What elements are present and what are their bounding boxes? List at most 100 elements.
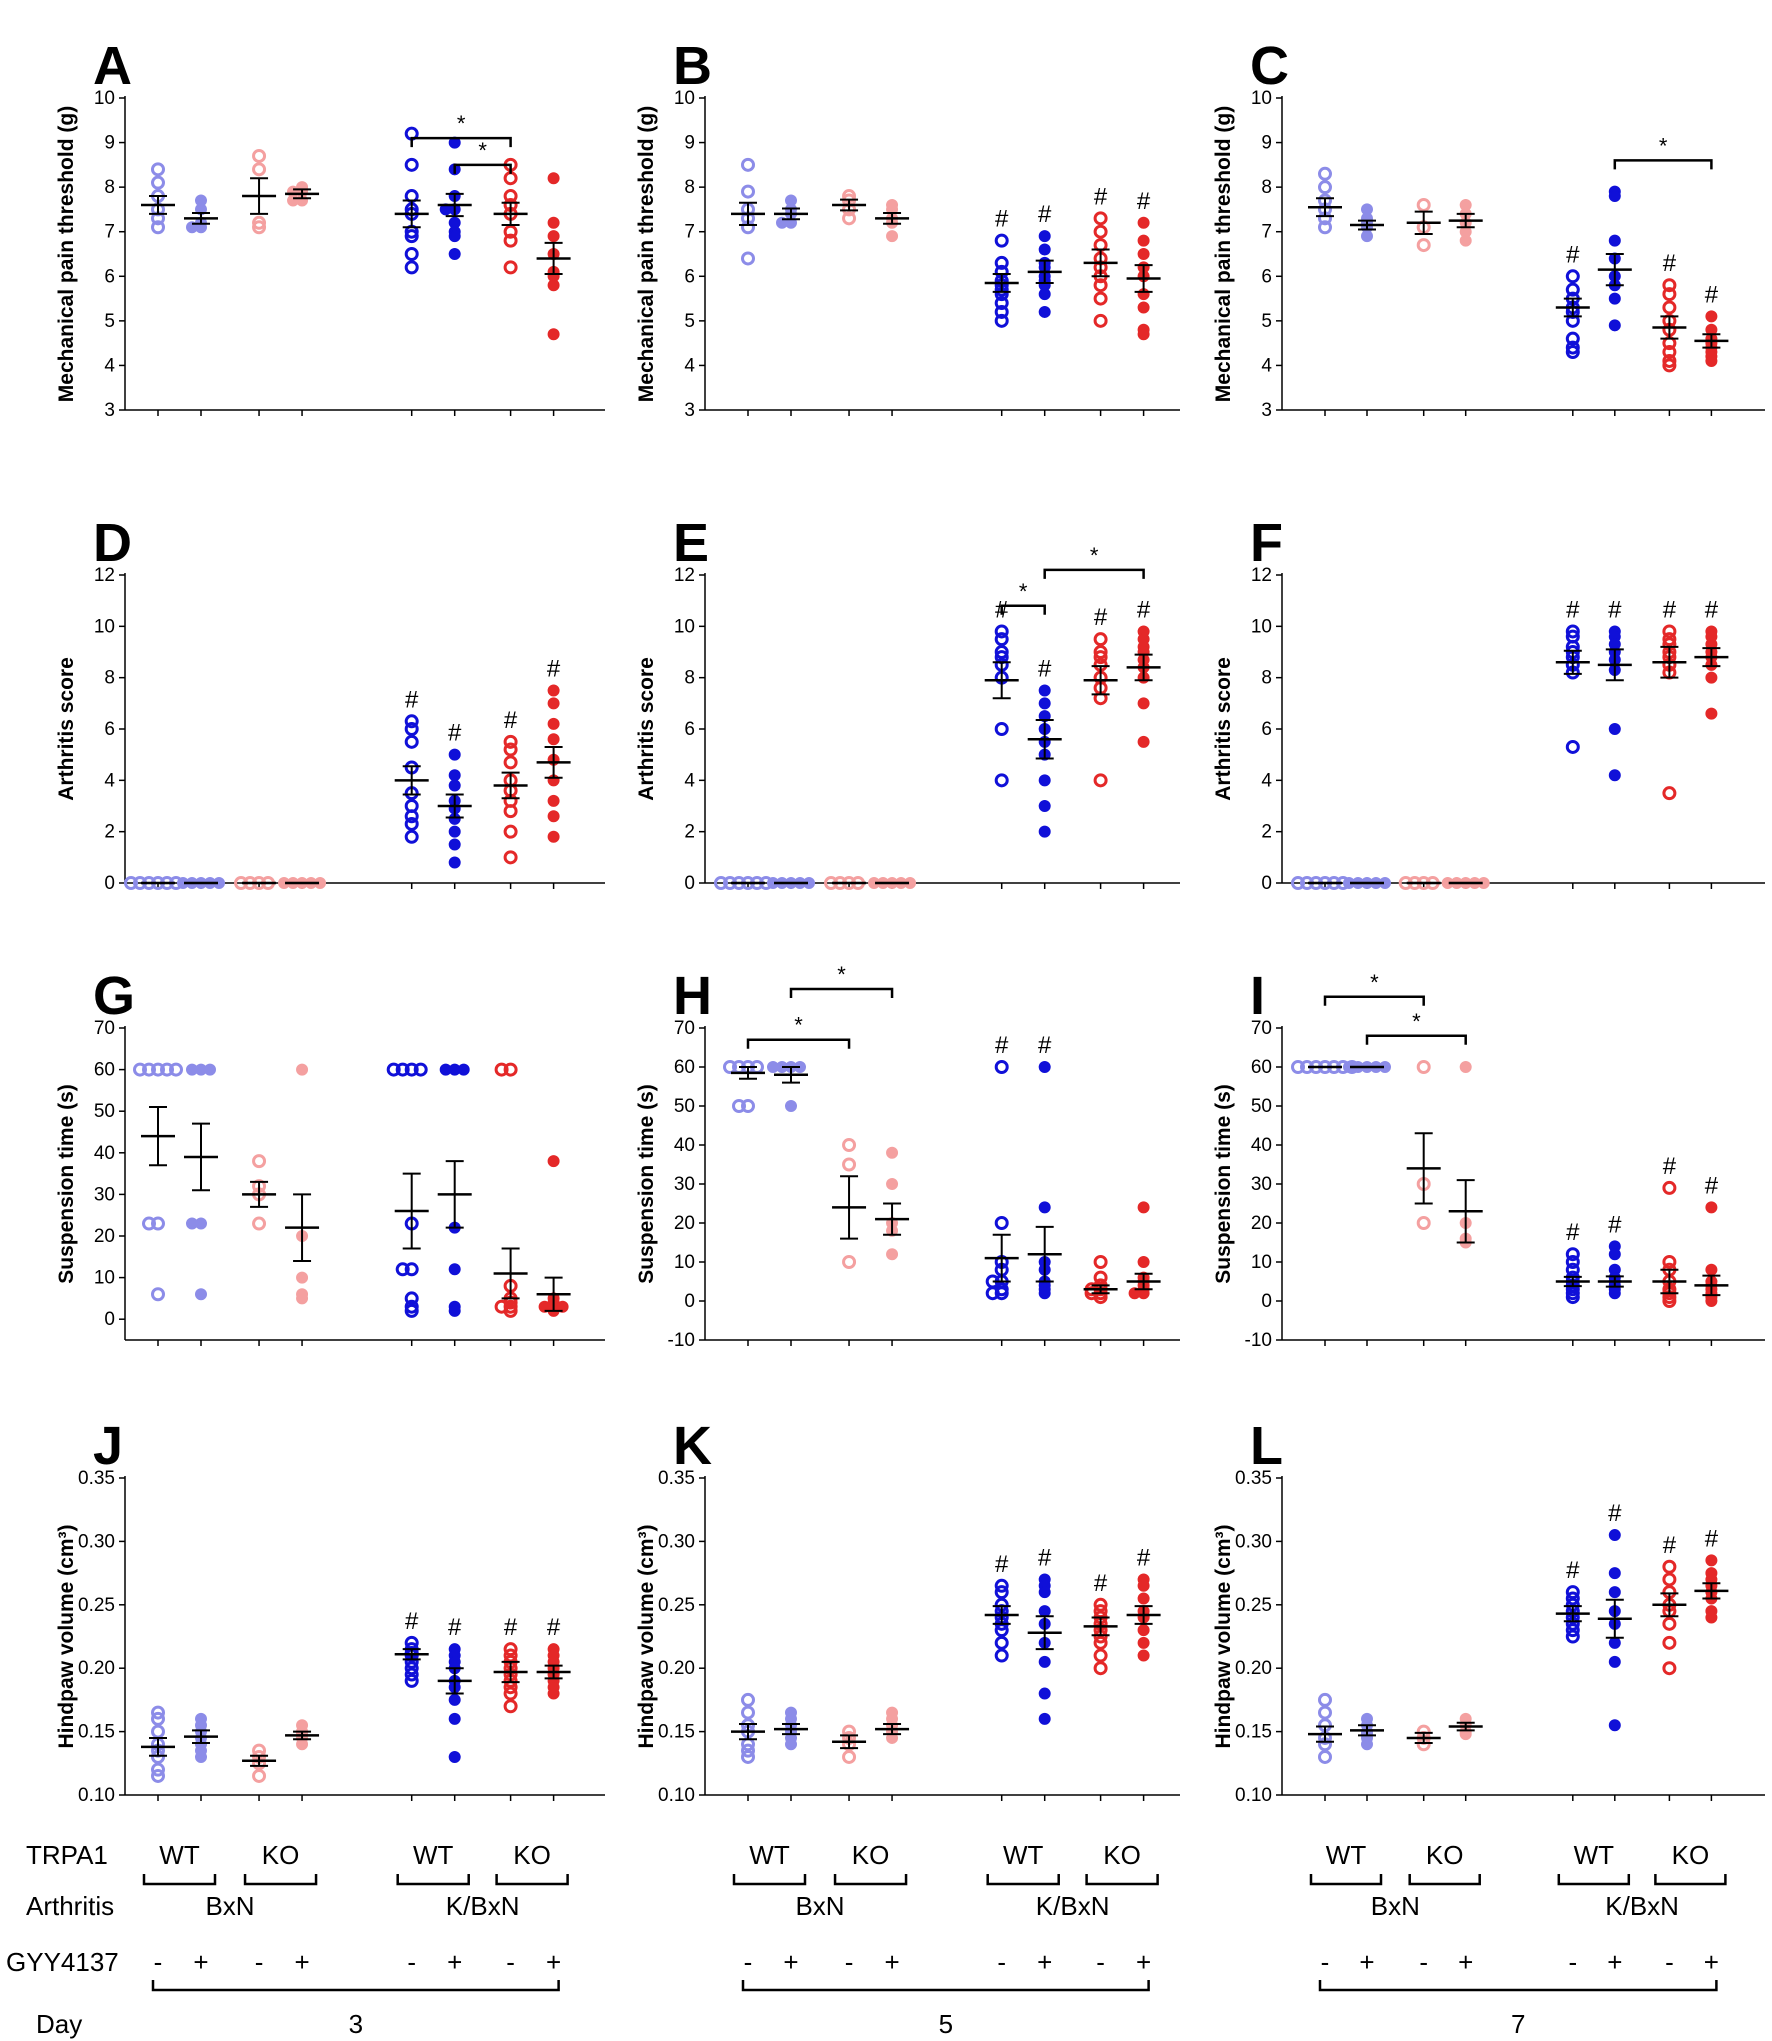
data-point bbox=[994, 1585, 1009, 1600]
data-point bbox=[1038, 288, 1051, 301]
data-point bbox=[741, 1743, 755, 1758]
data-point bbox=[547, 328, 560, 341]
data-point bbox=[142, 1062, 156, 1077]
data-point bbox=[994, 773, 1009, 788]
data-point bbox=[151, 162, 165, 177]
data-point bbox=[413, 1062, 428, 1077]
comparison-bracket bbox=[410, 136, 512, 148]
y-tick-label: 10 bbox=[674, 88, 695, 109]
data-point bbox=[252, 220, 267, 235]
significance-label: # bbox=[995, 1032, 1009, 1059]
y-tick-label: 2 bbox=[1261, 822, 1272, 843]
comparison-label: * bbox=[794, 1013, 803, 1038]
data-point bbox=[1137, 301, 1150, 314]
data-point bbox=[1093, 1597, 1108, 1612]
data-point bbox=[404, 734, 419, 749]
data-point bbox=[1093, 291, 1108, 306]
day-row-label: Day bbox=[36, 2009, 82, 2039]
comparison-bracket bbox=[1323, 995, 1425, 1006]
data-point bbox=[1318, 1692, 1332, 1707]
y-tick-label: 4 bbox=[1261, 355, 1272, 376]
y-tick-label: 50 bbox=[674, 1096, 695, 1117]
data-point bbox=[151, 1724, 165, 1739]
significance-label: # bbox=[1663, 596, 1677, 623]
y-tick-label: 6 bbox=[684, 719, 695, 740]
data-point bbox=[741, 157, 755, 172]
data-point bbox=[1093, 278, 1108, 293]
trpa1-bracket bbox=[1309, 1874, 1383, 1886]
y-tick-label: 0.35 bbox=[1235, 1468, 1272, 1489]
data-point bbox=[404, 229, 419, 244]
data-point bbox=[503, 233, 518, 248]
data-point bbox=[1565, 331, 1580, 346]
data-point bbox=[1361, 1738, 1373, 1751]
y-tick-label: 0.15 bbox=[658, 1722, 695, 1743]
y-axis-title: Mechanical pain threshold (g) bbox=[1212, 106, 1235, 402]
data-point bbox=[994, 304, 1009, 319]
trpa1-bracket bbox=[1557, 1874, 1631, 1886]
data-point bbox=[503, 755, 518, 770]
significance-label: # bbox=[504, 707, 518, 734]
data-point bbox=[1662, 358, 1677, 373]
y-tick-label: 70 bbox=[1251, 1018, 1272, 1039]
y-tick-label: 30 bbox=[674, 1174, 695, 1195]
y-tick-label: 50 bbox=[94, 1101, 115, 1122]
data-point bbox=[1038, 1061, 1051, 1073]
gyy4137-value-label: - bbox=[997, 1947, 1006, 1977]
data-point bbox=[1093, 650, 1108, 665]
comparison-bracket bbox=[746, 1038, 851, 1049]
data-point bbox=[151, 175, 165, 190]
trpa1-group-label: WT bbox=[1003, 1840, 1044, 1870]
data-point bbox=[886, 230, 899, 243]
data-point bbox=[886, 1146, 899, 1159]
y-tick-label: 4 bbox=[104, 770, 115, 791]
panel-D: D 0 2 4 6 8 10 12 Arthritis score # # # # bbox=[55, 513, 605, 894]
data-point bbox=[741, 184, 755, 199]
y-axis-title: Hindpaw volume (cm³) bbox=[55, 1524, 78, 1748]
panel-label: F bbox=[1250, 513, 1283, 573]
y-tick-label: 0.20 bbox=[78, 1658, 115, 1679]
data-point bbox=[448, 856, 461, 869]
y-axis-title: Mechanical pain threshold (g) bbox=[55, 106, 78, 402]
comparison-label: * bbox=[478, 138, 487, 163]
gyy4137-value-label: + bbox=[1458, 1947, 1473, 1977]
data-point bbox=[1416, 1060, 1431, 1074]
y-axis-title: Suspension time (s) bbox=[1212, 1084, 1235, 1284]
data-point bbox=[1318, 220, 1332, 235]
y-tick-label: 30 bbox=[94, 1184, 115, 1205]
data-point bbox=[1093, 632, 1108, 647]
y-tick-label: 8 bbox=[684, 668, 695, 689]
y-tick-label: 8 bbox=[1261, 668, 1272, 689]
data-point bbox=[186, 1063, 198, 1076]
data-point bbox=[741, 1749, 755, 1764]
data-point bbox=[1137, 216, 1150, 229]
significance-label: # bbox=[1137, 596, 1151, 623]
gyy4137-value-label: - bbox=[1665, 1947, 1674, 1977]
data-point bbox=[1662, 1635, 1677, 1650]
data-point bbox=[1705, 671, 1718, 684]
trpa1-bracket bbox=[1654, 1874, 1727, 1886]
comparison-bracket bbox=[789, 987, 894, 998]
data-point bbox=[404, 829, 419, 844]
panel-F: F 0 2 4 6 8 10 12 Arthritis score # # # # bbox=[1212, 513, 1765, 894]
y-tick-label: 10 bbox=[94, 616, 115, 637]
data-point bbox=[1416, 1216, 1431, 1230]
panel-label: L bbox=[1250, 1416, 1283, 1476]
data-point bbox=[296, 1292, 309, 1305]
y-tick-label: 9 bbox=[104, 133, 115, 154]
data-point bbox=[547, 172, 560, 185]
data-point bbox=[1137, 234, 1150, 247]
y-tick-label: 0.10 bbox=[1235, 1785, 1272, 1806]
trpa1-group-label: WT bbox=[1326, 1840, 1367, 1870]
data-point bbox=[547, 717, 560, 730]
significance-label: # bbox=[1137, 1544, 1151, 1571]
y-tick-label: 0.25 bbox=[78, 1595, 115, 1616]
data-point bbox=[448, 779, 461, 792]
data-point bbox=[252, 1154, 267, 1169]
data-point bbox=[503, 260, 518, 275]
y-tick-label: 40 bbox=[674, 1135, 695, 1156]
data-point bbox=[1093, 1635, 1108, 1650]
data-point bbox=[1565, 340, 1580, 355]
gyy4137-value-label: + bbox=[884, 1947, 899, 1977]
y-tick-label: 10 bbox=[1251, 616, 1272, 637]
